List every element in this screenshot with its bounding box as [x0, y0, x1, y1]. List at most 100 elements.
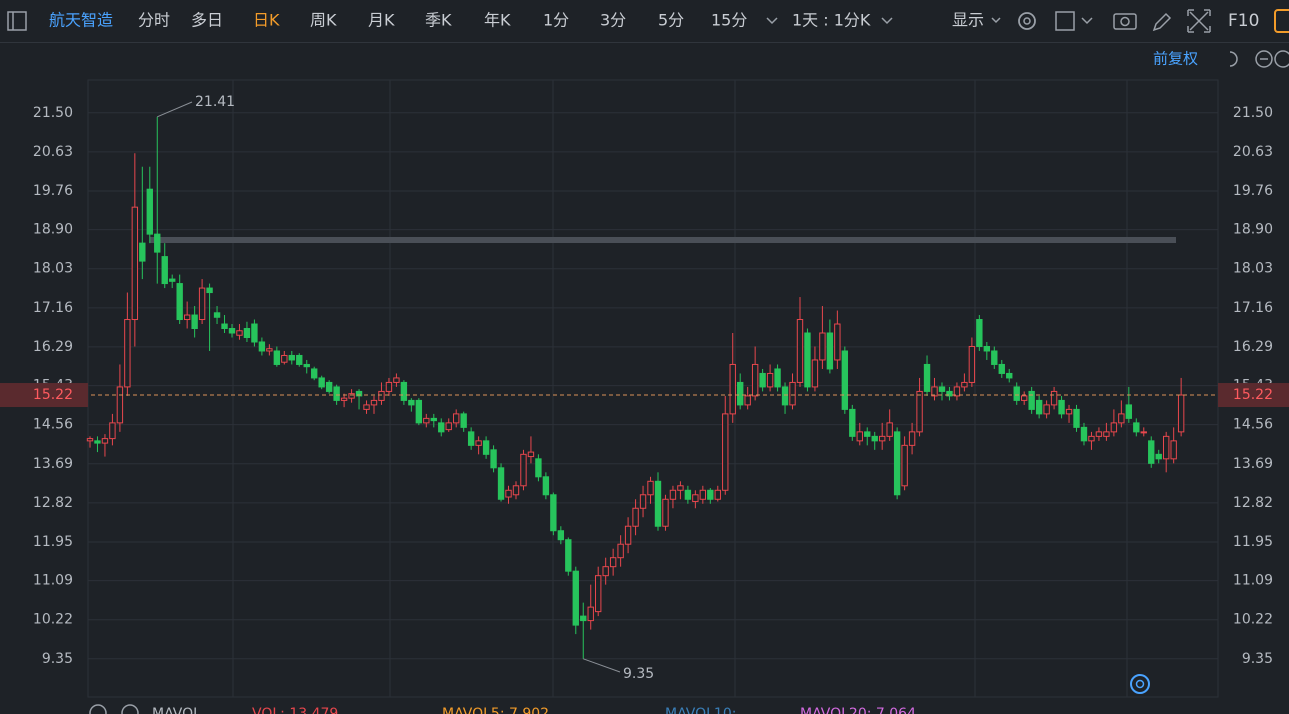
candle-body: [856, 431, 863, 442]
period-tab[interactable]: 季K: [425, 11, 452, 30]
y-tick-label: 17.16: [33, 300, 73, 316]
candle-body: [1035, 399, 1043, 415]
orange-button[interactable]: [1274, 9, 1289, 33]
candle-body: [983, 345, 991, 352]
candle-body: [243, 328, 251, 338]
y-tick-label: 14.56: [33, 417, 73, 433]
candle-body: [467, 431, 475, 446]
fullscreen-icon[interactable]: [1187, 9, 1211, 33]
sidebar-toggle[interactable]: [7, 11, 27, 31]
period-tab[interactable]: 5分: [658, 11, 684, 30]
adjust-mode[interactable]: 前复权: [1153, 50, 1198, 68]
chevron[interactable]: [766, 17, 778, 25]
y-tick-label-right: 13.69: [1233, 456, 1273, 472]
y-tick-label-right: 20.63: [1233, 144, 1273, 160]
y-tick-label-right: 18.90: [1233, 222, 1273, 238]
min-label: 9.35: [623, 666, 654, 682]
current-price-label-right: 15.22: [1233, 387, 1273, 403]
candle-body: [565, 539, 572, 572]
min-pointer: [583, 658, 621, 673]
candle-body: [333, 386, 340, 401]
period-tab[interactable]: 月K: [368, 11, 395, 30]
candle-body: [1088, 435, 1095, 442]
candle-body: [1021, 395, 1028, 401]
candle-body: [296, 354, 303, 365]
period-tab[interactable]: 1分: [543, 11, 569, 30]
candle-body: [908, 431, 916, 446]
candle-body: [325, 381, 333, 392]
candle-body: [1133, 422, 1140, 433]
zoom-out-icon[interactable]: [1255, 50, 1273, 68]
candle-body: [385, 381, 393, 392]
y-tick-label-right: 21.50: [1233, 105, 1273, 121]
period-tab[interactable]: 周K: [310, 11, 337, 30]
candle-body: [266, 348, 273, 352]
candle-body: [453, 413, 460, 424]
period-tab[interactable]: 日K: [253, 11, 280, 30]
y-tick-label-right: 16.29: [1233, 339, 1273, 355]
period-tab[interactable]: 分时: [138, 11, 170, 30]
candle-body: [1006, 372, 1013, 379]
candle-body: [639, 494, 647, 509]
checkbox[interactable]: [1055, 11, 1075, 31]
y-tick-label: 19.76: [33, 183, 73, 199]
candle-body: [781, 386, 789, 406]
draw-icon[interactable]: [1152, 12, 1172, 32]
period-tab[interactable]: 年K: [484, 11, 511, 30]
candle-body: [311, 368, 318, 379]
candle-body: [154, 233, 161, 253]
candle-body: [1073, 408, 1080, 428]
candle-body: [1103, 431, 1110, 437]
candle-body: [961, 381, 968, 388]
candle-body: [879, 435, 886, 442]
stock-name[interactable]: 航天智造: [49, 11, 113, 30]
display-menu[interactable]: 显示: [952, 11, 984, 30]
candle-body: [303, 363, 310, 368]
locate-icon[interactable]: [1130, 674, 1150, 694]
candle-body: [430, 417, 437, 422]
candle-body: [714, 489, 721, 500]
y-tick-label: 12.82: [33, 495, 73, 511]
settings-icon-core: [1023, 17, 1031, 25]
candle-body: [363, 404, 370, 410]
candle-body: [206, 287, 213, 294]
candle-body: [109, 422, 116, 440]
candle-body: [139, 242, 146, 262]
indicator-values: VOL: 13.479 MAVOL5: 7.902 MAVOL10: MAVOL20…: [252, 706, 916, 714]
candle-body: [1110, 422, 1118, 433]
candle-body: [976, 319, 983, 347]
zoom-in-icon[interactable]: [1274, 50, 1289, 68]
candle-body: [1050, 390, 1058, 406]
candle-body: [677, 485, 684, 491]
candle-body: [415, 399, 423, 424]
candle-body: [893, 431, 901, 496]
f10-button[interactable]: F10: [1228, 11, 1259, 31]
settings-icon[interactable]: [1018, 12, 1036, 30]
candle-body: [751, 363, 759, 397]
y-tick-label-right: 14.56: [1233, 417, 1273, 433]
period-select[interactable]: 1天 : 1分K: [792, 11, 871, 30]
period-tab[interactable]: 3分: [600, 11, 626, 30]
candle-body: [512, 485, 520, 496]
chevron[interactable]: [1081, 17, 1093, 25]
candle-body: [991, 350, 998, 365]
candle-body: [400, 381, 408, 401]
candle-body: [176, 283, 183, 321]
candle-body: [811, 359, 819, 388]
candle-body: [520, 453, 527, 487]
period-tab[interactable]: 多日: [191, 11, 223, 30]
candle-body: [228, 328, 236, 334]
y-tick-label: 18.90: [33, 222, 73, 238]
candle-body: [393, 377, 400, 383]
chevron[interactable]: [881, 17, 893, 25]
y-tick-label: 16.29: [33, 339, 73, 355]
candle-body: [161, 256, 168, 285]
candle-body: [1177, 394, 1185, 433]
period-tab[interactable]: 15分: [711, 11, 747, 30]
undo-icon[interactable]: [1229, 51, 1238, 67]
camera-icon[interactable]: [1113, 13, 1137, 30]
period-tabs: 分时 多日 日K 周K 月K 季K 年K 1分 3分 5分 15分: [138, 11, 747, 30]
candle-body: [707, 489, 714, 500]
indicator-eye[interactable]: [121, 704, 139, 714]
indicator-settings[interactable]: [89, 704, 107, 714]
